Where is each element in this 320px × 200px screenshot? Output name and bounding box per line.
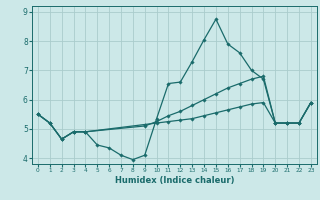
X-axis label: Humidex (Indice chaleur): Humidex (Indice chaleur)	[115, 176, 234, 185]
